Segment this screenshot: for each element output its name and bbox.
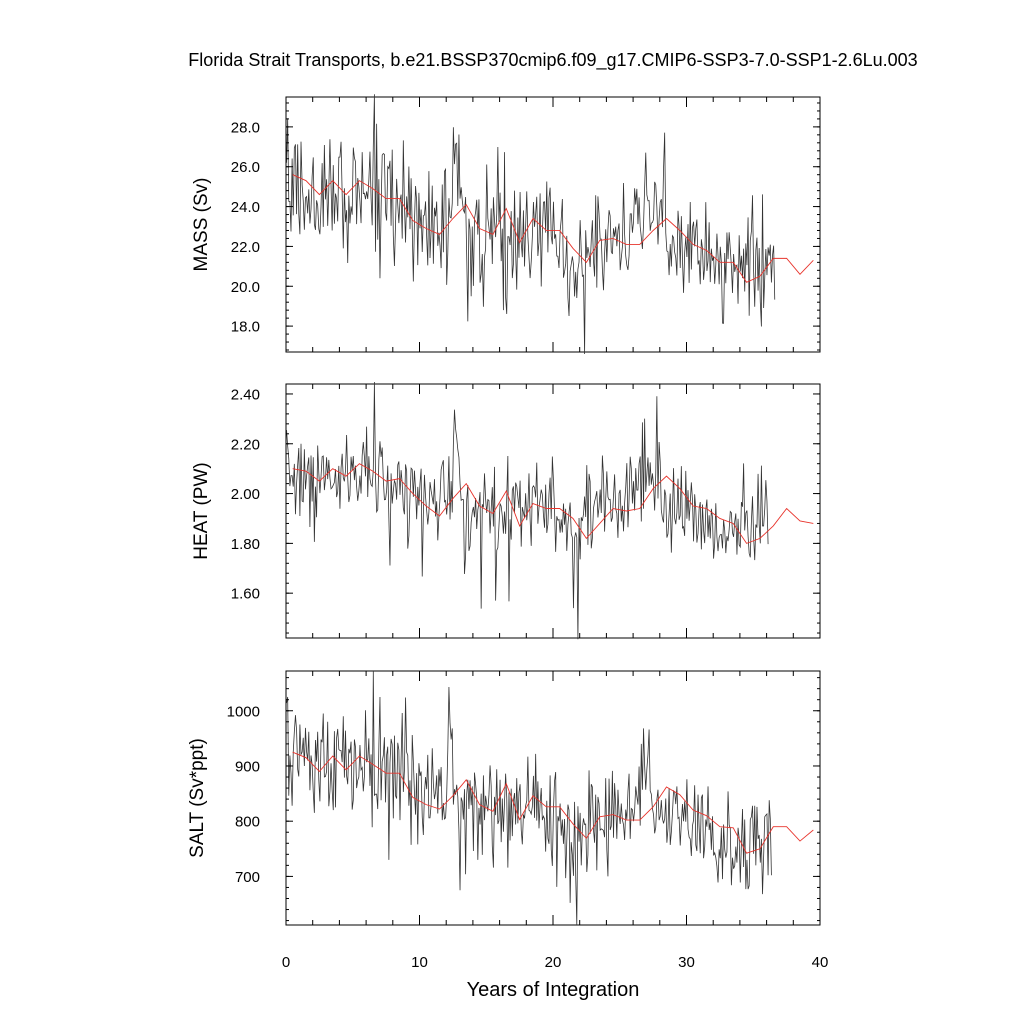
annual-mean-line-heat (292, 463, 814, 544)
x-axis-label: Years of Integration (467, 979, 640, 1001)
y-axis-heat: 1.60 1.80 2.00 2.20 2.40 (231, 383, 820, 634)
series-monthly-heat (286, 382, 769, 640)
y-tick-label: 700 (235, 869, 260, 886)
y-tick-label: 20.0 (231, 279, 260, 296)
panel-salt: 700 800 900 1000 0 10 20 30 40 SALT (Sv*ppt) (187, 670, 829, 971)
annual-mean-line-mass (292, 174, 814, 283)
plot-frame-heat (285, 383, 821, 639)
series-monthly-mass (286, 94, 776, 354)
series-monthly-salt (286, 670, 772, 926)
monthly-line-mass (286, 94, 776, 354)
y-tick-label: 22.0 (231, 239, 260, 256)
y-tick-label: 2.00 (231, 486, 260, 503)
monthly-line-heat (286, 382, 769, 640)
y-axis-salt: 700 800 900 1000 (227, 677, 820, 922)
y-tick-label: 24.0 (231, 199, 260, 216)
y-tick-label: 18.0 (231, 319, 260, 336)
x-axis-salt: 0 10 20 30 40 (282, 671, 829, 971)
y-tick-label: 900 (235, 758, 260, 775)
annual-mean-line-salt (292, 751, 814, 854)
y-tick-label: 2.40 (231, 386, 260, 403)
y-tick-label: 26.0 (231, 159, 260, 176)
x-axis-heat (285, 384, 821, 638)
y-tick-label: 28.0 (231, 119, 260, 136)
y-axis-label-salt: SALT (Sv*ppt) (187, 738, 208, 858)
y-axis-label-heat: HEAT (PW) (191, 462, 212, 559)
chart-title: Florida Strait Transports, b.e21.BSSP370… (188, 50, 917, 71)
y-tick-label: 1000 (227, 703, 260, 720)
monthly-line-salt (286, 670, 772, 926)
series-annual-mean-heat (292, 463, 814, 544)
x-tick-label: 0 (282, 954, 290, 971)
y-axis-label-mass: MASS (Sv) (191, 178, 212, 272)
y-tick-label: 2.20 (231, 436, 260, 453)
y-tick-label: 1.80 (231, 536, 260, 553)
x-tick-label: 40 (812, 954, 829, 971)
series-annual-mean-mass (292, 174, 814, 283)
y-tick-label: 1.60 (231, 586, 260, 603)
panel-mass: 18.0 20.0 22.0 24.0 26.0 28.0 MASS (Sv) (191, 94, 821, 354)
series-annual-mean-salt (292, 751, 814, 854)
x-tick-label: 30 (678, 954, 695, 971)
x-axis-mass (285, 97, 821, 352)
x-tick-label: 10 (411, 954, 428, 971)
panel-heat: 1.60 1.80 2.00 2.20 2.40 HEAT (PW) (191, 382, 821, 640)
y-axis-mass: 18.0 20.0 22.0 24.0 26.0 28.0 (231, 102, 820, 351)
plot-frame-salt (285, 670, 821, 926)
y-tick-label: 800 (235, 814, 260, 831)
x-tick-label: 20 (545, 954, 562, 971)
